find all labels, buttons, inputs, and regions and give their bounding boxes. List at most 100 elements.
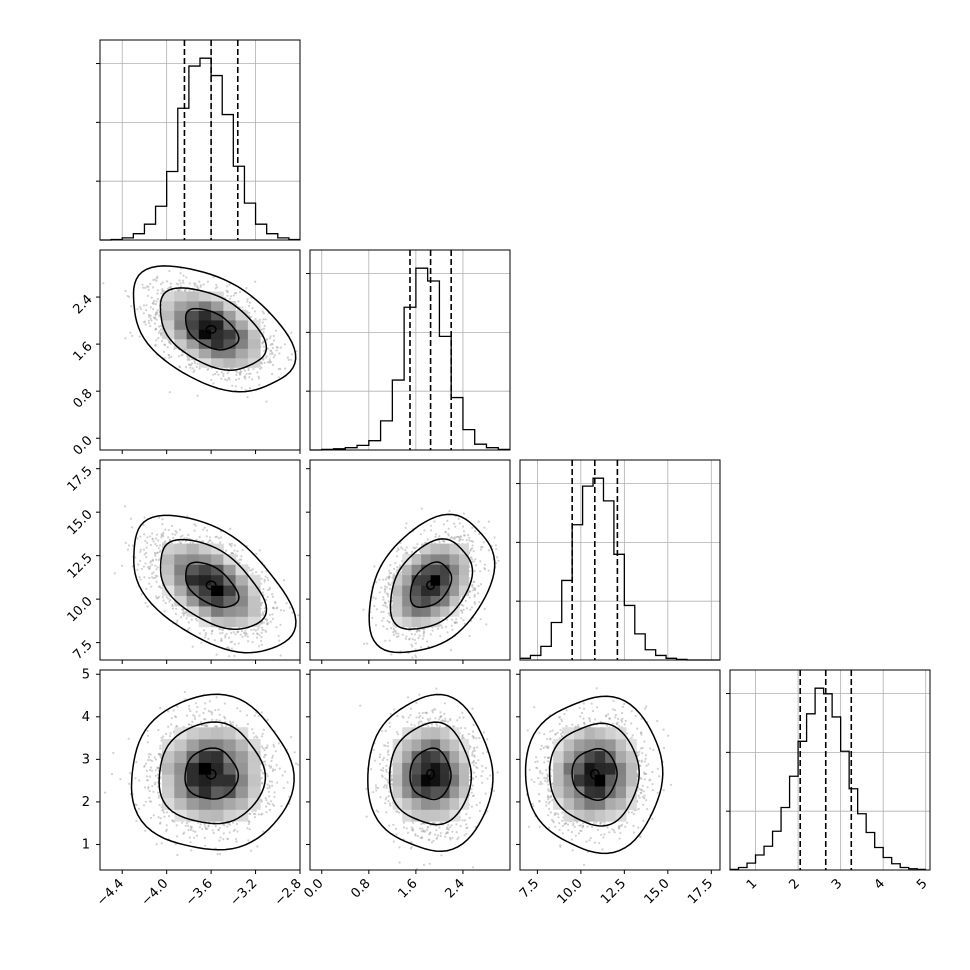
sample-point (154, 313, 157, 317)
sample-point (258, 367, 262, 370)
sample-point (207, 541, 210, 544)
sample-point (237, 300, 240, 303)
sample-point (163, 610, 166, 613)
sample-point (229, 295, 233, 298)
sample-point (152, 301, 155, 304)
sample-point (211, 630, 214, 633)
sample-point (262, 345, 265, 348)
sample-point (157, 595, 160, 599)
sample-point (263, 361, 266, 364)
sample-point (144, 562, 147, 565)
density-bin (174, 301, 187, 311)
sample-point (163, 357, 166, 360)
sample-point (187, 533, 190, 537)
sample-point (174, 533, 177, 536)
density-bin (247, 348, 261, 359)
sample-point (195, 538, 198, 542)
sample-point (263, 607, 266, 610)
sample-point (147, 285, 150, 288)
sample-point (247, 367, 250, 370)
sample-point (164, 540, 167, 543)
density-bin (235, 319, 249, 330)
sample-point (239, 290, 242, 294)
sample-point (193, 282, 196, 285)
sample-point (234, 385, 237, 388)
sample-point (220, 628, 223, 631)
sample-point (156, 289, 159, 292)
sample-point (222, 372, 225, 375)
density-bin (186, 338, 200, 349)
density-bin (198, 329, 212, 340)
sample-point (207, 637, 210, 641)
sample-point (267, 579, 270, 582)
contour-1-0-level-2 (132, 265, 297, 393)
sample-point (214, 372, 217, 375)
sample-point (249, 387, 252, 390)
sample-point (224, 378, 227, 381)
sample-point (151, 559, 154, 562)
sample-point (261, 626, 264, 629)
sample-point (260, 604, 263, 607)
sample-point (127, 295, 130, 298)
sample-point (164, 528, 167, 531)
sample-point (271, 613, 274, 616)
sample-point (140, 593, 143, 596)
sample-point (225, 379, 228, 382)
sample-point (247, 304, 251, 308)
sample-point (261, 321, 264, 324)
sample-point (185, 365, 188, 369)
sample-point (230, 631, 233, 635)
sample-point (275, 349, 278, 352)
sample-point (272, 356, 275, 359)
sample-point (189, 366, 192, 369)
sample-point (160, 328, 163, 331)
sample-point (147, 319, 150, 322)
sample-point (261, 612, 265, 616)
sample-point (149, 543, 152, 547)
sample-point (143, 576, 146, 579)
sample-point (228, 378, 231, 381)
sample-point (263, 324, 266, 327)
density-bin (223, 338, 237, 349)
density-bin (174, 310, 187, 321)
sample-point (155, 300, 158, 303)
sample-point (157, 516, 161, 519)
sample-point (261, 591, 264, 594)
density-bin (235, 329, 249, 340)
sample-point (219, 536, 223, 539)
density-bin (186, 310, 200, 321)
sample-point (243, 369, 247, 372)
sample-point (247, 566, 250, 570)
sample-point (243, 376, 246, 379)
sample-point (126, 548, 129, 551)
sample-point (287, 358, 290, 361)
density-bin (223, 301, 237, 311)
sample-point (247, 369, 250, 372)
sample-point (277, 367, 280, 371)
density-bin (162, 319, 175, 330)
sample-point (154, 564, 157, 567)
sample-point (273, 354, 276, 357)
sample-point (142, 548, 145, 551)
density-bin (235, 348, 249, 359)
density-bin (223, 319, 237, 330)
sample-point (204, 633, 207, 637)
density-bin (174, 329, 187, 340)
sample-point (159, 332, 162, 335)
sample-point (221, 631, 224, 635)
density-bin (211, 338, 224, 349)
sample-point (168, 539, 171, 542)
sample-point (154, 303, 158, 306)
sample-point (261, 341, 264, 344)
sample-point (161, 281, 164, 284)
sample-point (154, 554, 157, 557)
sample-point (248, 301, 252, 304)
sample-point (129, 517, 133, 520)
sample-point (251, 641, 254, 644)
sample-point (167, 597, 170, 600)
sample-point (271, 372, 274, 376)
density-bin (198, 357, 212, 368)
sample-point (270, 349, 273, 352)
sample-point (196, 394, 199, 397)
